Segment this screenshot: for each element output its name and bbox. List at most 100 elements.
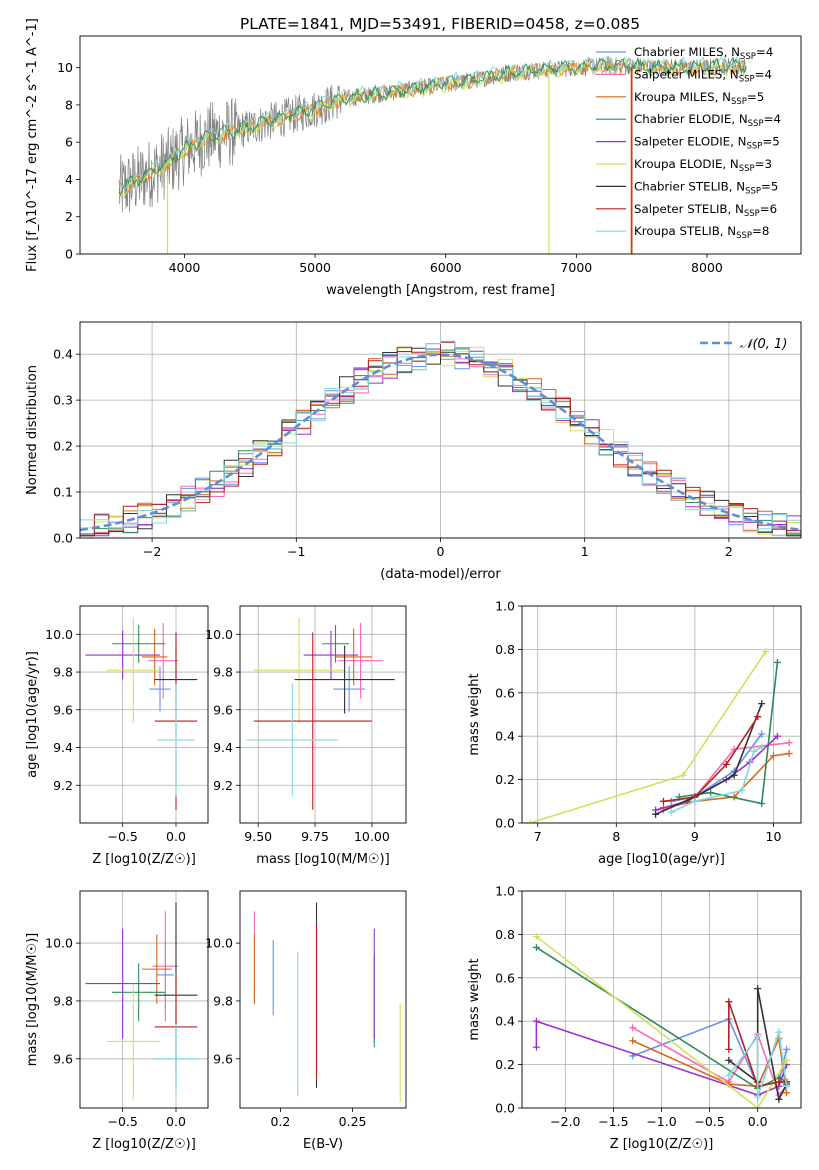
weight-marker bbox=[758, 700, 766, 708]
x-axis-label: age [log10(age/yr)] bbox=[598, 852, 725, 867]
y-tick-label: 9.6 bbox=[213, 702, 233, 717]
y-tick-label: 1.0 bbox=[495, 599, 515, 614]
y-tick-label: 0.2 bbox=[495, 772, 515, 787]
weight-marker bbox=[738, 786, 746, 794]
weight-marker bbox=[758, 730, 766, 738]
weight-marker bbox=[783, 1045, 791, 1053]
weight-marker bbox=[725, 1045, 733, 1053]
y-tick-label: 9.2 bbox=[213, 778, 233, 793]
x-axis-label: (data-model)/error bbox=[380, 567, 501, 582]
legend-n: =5 bbox=[762, 135, 779, 149]
legend-n: =4 bbox=[755, 67, 772, 81]
errorbar-points bbox=[246, 617, 395, 810]
x-tick-label: −2.0 bbox=[550, 1114, 580, 1129]
weight-marker bbox=[775, 1028, 783, 1036]
y-tick-label: 4 bbox=[65, 172, 73, 187]
weight-marker bbox=[730, 771, 738, 779]
y-tick-label: 9.8 bbox=[213, 665, 233, 680]
x-axis-label: Z [log10(Z/Z☉)] bbox=[92, 852, 196, 867]
legend-sub: SSP bbox=[748, 119, 764, 129]
y-tick-label: 9.8 bbox=[53, 665, 73, 680]
axes-frame bbox=[521, 890, 802, 1109]
y-tick-label: 10.0 bbox=[45, 627, 73, 642]
x-tick-label: −0.5 bbox=[107, 1114, 137, 1129]
legend-entry: Chabrier MILES, NSSP=4 bbox=[634, 45, 773, 62]
y-tick-label: 8 bbox=[65, 97, 73, 112]
weight-marker bbox=[532, 1043, 540, 1051]
legend-label: Chabrier MILES, N bbox=[634, 45, 740, 59]
x-tick-label: −0.5 bbox=[107, 829, 137, 844]
weight-marker bbox=[783, 1089, 791, 1097]
x-tick-label: −2 bbox=[143, 544, 161, 559]
x-tick-label: 5000 bbox=[299, 260, 331, 275]
y-tick-label: 9.8 bbox=[213, 993, 233, 1008]
axes-frame bbox=[79, 605, 209, 824]
weight-marker bbox=[532, 943, 540, 951]
weight-marker bbox=[532, 933, 540, 941]
legend-label: Chabrier STELIB, N bbox=[634, 179, 745, 193]
weight-marker bbox=[758, 799, 766, 807]
y-tick-label: 0 bbox=[65, 247, 73, 262]
legend-label: Chabrier ELODIE, N bbox=[634, 112, 748, 126]
x-axis-label: Z [log10(Z/Z☉)] bbox=[610, 1137, 714, 1152]
model-spectrum-line bbox=[118, 56, 747, 197]
x-tick-label: 9 bbox=[691, 829, 699, 844]
y-tick-label: 0.6 bbox=[495, 685, 515, 700]
legend-n: =3 bbox=[755, 157, 772, 171]
legend-label: Kroupa ELODIE, N bbox=[634, 157, 739, 171]
y-tick-label: 10.0 bbox=[205, 936, 233, 951]
weight-line bbox=[535, 946, 787, 1090]
y-tick-label: 0.1 bbox=[53, 485, 73, 500]
histogram-series bbox=[80, 340, 801, 537]
y-tick-label: 9.4 bbox=[213, 740, 233, 755]
weight-marker bbox=[707, 789, 715, 797]
y-tick-label: 0.4 bbox=[495, 1014, 515, 1029]
weight-marker bbox=[769, 752, 777, 760]
x-axis-label: wavelength [Angstrom, rest frame] bbox=[326, 283, 555, 298]
histogram-series bbox=[80, 341, 801, 537]
weight-marker bbox=[526, 819, 534, 823]
legend-sub: SSP bbox=[731, 97, 747, 107]
errorbar-points bbox=[85, 617, 198, 810]
legend-entry: 𝒩(0, 1) bbox=[740, 337, 787, 352]
legend-n: =5 bbox=[761, 179, 778, 193]
x-axis-label: Z [log10(Z/Z☉)] bbox=[92, 1137, 196, 1152]
legend-entry: Chabrier STELIB, NSSP=5 bbox=[634, 179, 778, 196]
model-spectrum-line bbox=[118, 60, 747, 197]
legend-entry: Salpeter ELODIE, NSSP=5 bbox=[634, 135, 780, 152]
x-tick-label: 7 bbox=[534, 829, 542, 844]
y-tick-label: 0.3 bbox=[53, 393, 73, 408]
y-tick-label: 9.6 bbox=[53, 702, 73, 717]
x-tick-label: 0.0 bbox=[166, 1114, 186, 1129]
model-spectrum-line bbox=[118, 56, 747, 194]
x-tick-label: 9.75 bbox=[301, 829, 329, 844]
y-tick-label: 2 bbox=[65, 209, 73, 224]
legend-entry: Salpeter STELIB, NSSP=6 bbox=[634, 202, 777, 219]
legend-label: Salpeter MILES, N bbox=[634, 67, 739, 81]
y-tick-label: 0.2 bbox=[495, 1057, 515, 1072]
legend-entry: Kroupa ELODIE, NSSP=3 bbox=[634, 157, 772, 174]
legend-n: =5 bbox=[747, 90, 764, 104]
weight-marker bbox=[758, 743, 766, 751]
y-tick-label: 10.0 bbox=[205, 627, 233, 642]
legend-n: =6 bbox=[760, 202, 777, 216]
axes-frame bbox=[79, 321, 802, 539]
weight-series bbox=[532, 933, 791, 1108]
weight-marker bbox=[667, 808, 675, 816]
legend-label: Salpeter ELODIE, N bbox=[634, 135, 746, 149]
weight-marker bbox=[754, 713, 762, 721]
y-axis-label: mass weight bbox=[467, 673, 482, 755]
weight-marker bbox=[532, 1017, 540, 1025]
weight-marker bbox=[725, 1056, 733, 1064]
histogram-steps bbox=[80, 340, 801, 537]
weight-series bbox=[526, 648, 793, 823]
weight-marker bbox=[722, 760, 730, 768]
weight-marker bbox=[775, 1078, 783, 1086]
x-tick-label: 0.0 bbox=[748, 1114, 768, 1129]
x-tick-label: 4000 bbox=[169, 260, 201, 275]
weight-marker bbox=[691, 797, 699, 805]
x-tick-label: −1.5 bbox=[598, 1114, 628, 1129]
x-tick-label: 6000 bbox=[430, 260, 462, 275]
x-tick-label: 0.25 bbox=[339, 1114, 367, 1129]
axes-frame bbox=[79, 890, 209, 1109]
